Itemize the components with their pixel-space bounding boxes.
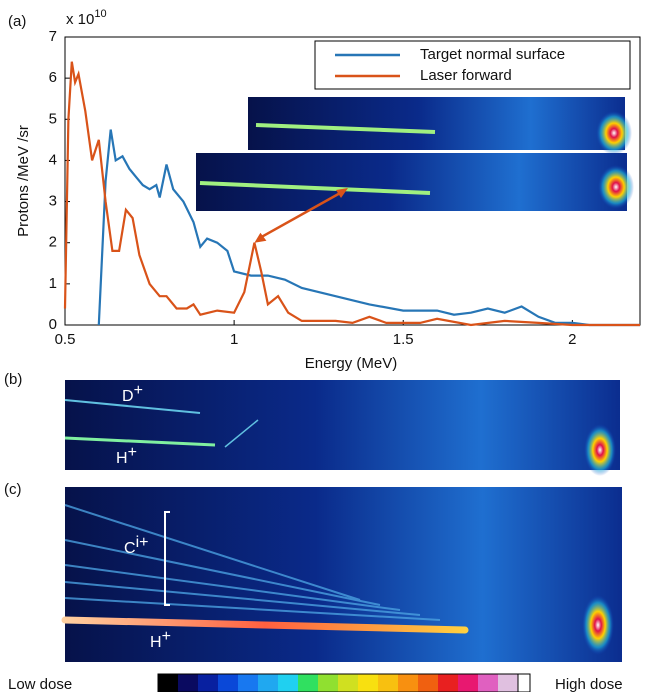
- y-tick-label: 3: [49, 193, 57, 210]
- ion: H: [150, 634, 162, 651]
- colorbar: [157, 673, 531, 692]
- legend-label: Laser forward: [420, 67, 512, 84]
- y-tick-label: 2: [49, 234, 57, 251]
- data-line: [63, 61, 640, 327]
- y-tick-label: 0: [49, 316, 57, 333]
- ion: D: [122, 388, 134, 405]
- multiplier-base: x 10: [66, 11, 94, 28]
- ion-charge: +: [128, 444, 137, 461]
- panel-c-image: [61, 487, 622, 662]
- x-tick-label: 2: [568, 331, 576, 348]
- panel-label: (c): [4, 481, 22, 498]
- x-tick-label: 0.5: [55, 331, 76, 348]
- ion-label: D+: [122, 382, 143, 405]
- y-tick-label: 7: [49, 28, 57, 45]
- multiplier: x 1010: [66, 8, 107, 28]
- ion: C: [124, 540, 136, 557]
- ion-charge: +: [162, 628, 171, 645]
- ion-label: H+: [116, 444, 137, 467]
- x-tick-label: 1.5: [393, 331, 414, 348]
- ion-charge: i+: [136, 534, 149, 551]
- panel-label: (a): [8, 13, 26, 30]
- y-axis-label: Protons /MeV /sr: [15, 125, 32, 237]
- legend-label: Target normal surface: [420, 46, 565, 63]
- y-tick-label: 6: [49, 69, 57, 86]
- inset-image: [196, 97, 634, 211]
- panel-label: (b): [4, 371, 22, 388]
- data-line: [97, 129, 640, 327]
- ion: H: [116, 450, 128, 467]
- x-tick-label: 1: [230, 331, 238, 348]
- high-dose: High dose: [555, 676, 623, 692]
- y-tick-label: 1: [49, 275, 57, 292]
- annotation-arrow: [257, 190, 343, 240]
- multiplier-exp: 10: [94, 8, 106, 20]
- y-tick-label: 5: [49, 110, 57, 127]
- ion-label: H+: [150, 628, 171, 651]
- ion-charge: +: [134, 382, 143, 399]
- y-tick-label: 4: [49, 151, 57, 168]
- ion-label: Ci+: [124, 534, 148, 557]
- x-axis-label: Energy (MeV): [305, 355, 398, 372]
- arrow-head: [254, 188, 348, 243]
- panel-b-image: [64, 380, 620, 476]
- legend-box: [314, 40, 631, 90]
- low-dose: Low dose: [8, 676, 72, 692]
